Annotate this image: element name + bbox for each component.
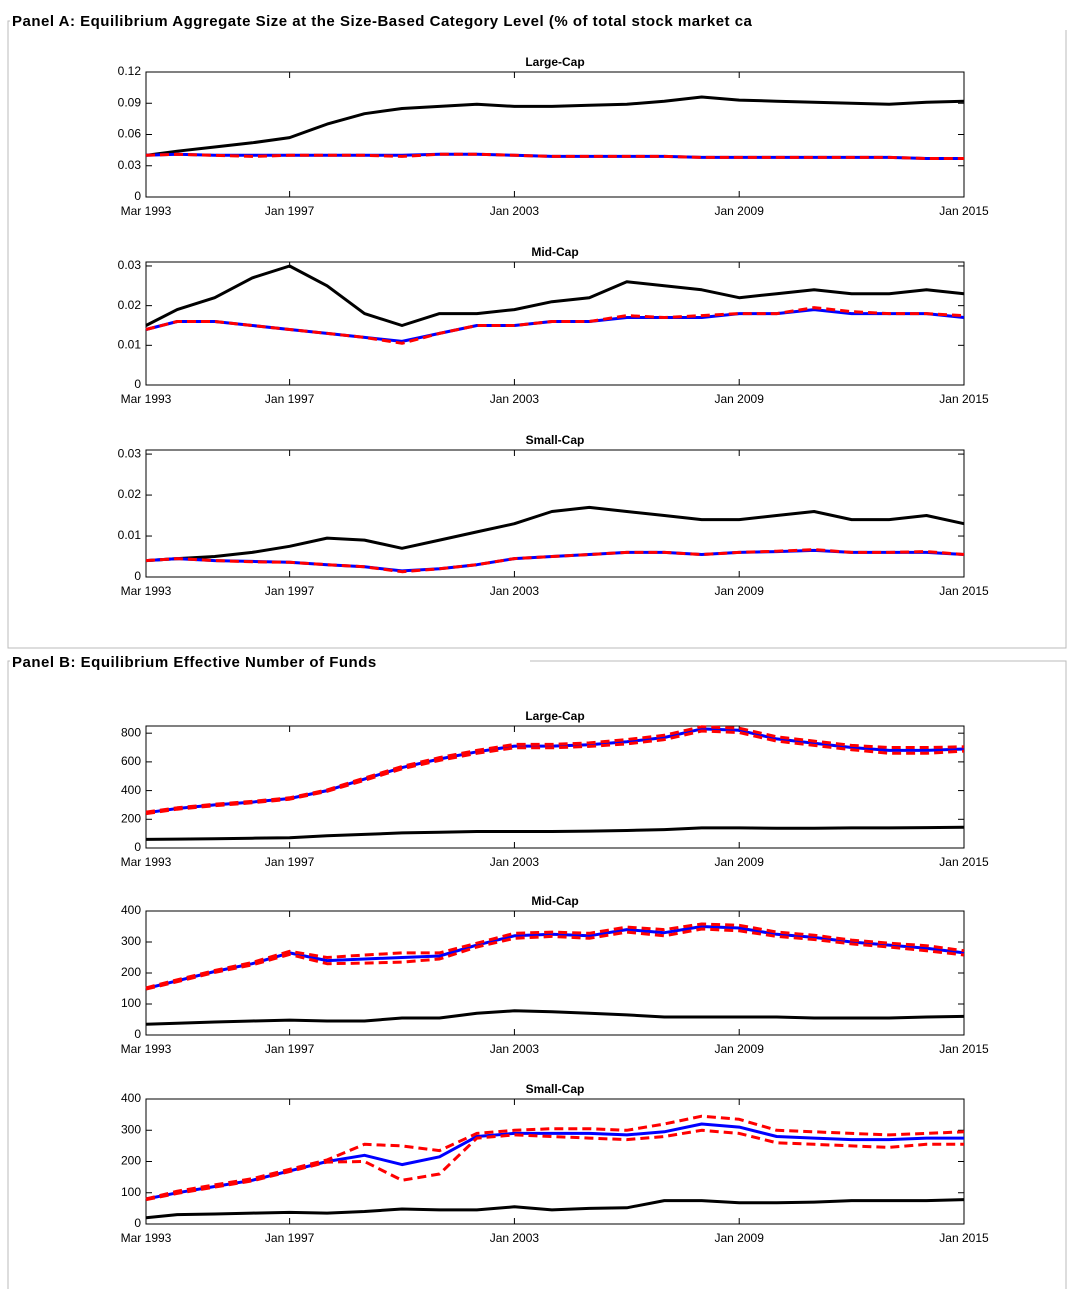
series-line bbox=[145, 825, 965, 841]
y-tick-label: 0.02 bbox=[118, 487, 142, 501]
y-tick-label: 600 bbox=[121, 754, 141, 768]
y-tick-label: 0 bbox=[134, 569, 141, 583]
series-line bbox=[145, 505, 965, 563]
x-tick-label: Mar 1993 bbox=[121, 204, 172, 218]
series-line bbox=[145, 306, 965, 345]
y-tick-label: 0.09 bbox=[118, 95, 142, 109]
series-line bbox=[145, 1009, 965, 1026]
x-tick-label: Jan 2009 bbox=[715, 855, 765, 869]
y-tick-label: 0 bbox=[134, 1027, 141, 1041]
series-line bbox=[145, 95, 965, 157]
x-tick-label: Jan 1997 bbox=[265, 855, 315, 869]
y-tick-label: 0 bbox=[134, 840, 141, 854]
x-tick-label: Mar 1993 bbox=[121, 584, 172, 598]
y-tick-label: 100 bbox=[121, 1185, 141, 1199]
y-tick-label: 0.01 bbox=[118, 528, 142, 542]
series-line bbox=[145, 264, 965, 327]
series-line bbox=[145, 1114, 965, 1201]
x-tick-label: Jan 2003 bbox=[490, 855, 540, 869]
y-tick-label: 400 bbox=[121, 783, 141, 797]
series-line bbox=[145, 729, 965, 816]
y-tick-label: 200 bbox=[121, 1154, 141, 1168]
plot-area bbox=[145, 261, 965, 386]
series-line bbox=[145, 548, 965, 574]
chart-title: Small-Cap bbox=[526, 1082, 585, 1096]
x-tick-label: Jan 1997 bbox=[265, 204, 315, 218]
panel-title-bg bbox=[10, 652, 530, 670]
y-tick-label: 0.03 bbox=[118, 258, 142, 272]
x-tick-label: Mar 1993 bbox=[121, 855, 172, 869]
series-line bbox=[145, 152, 964, 160]
y-tick-label: 200 bbox=[121, 811, 141, 825]
x-tick-label: Jan 2015 bbox=[939, 584, 989, 598]
y-tick-label: 0 bbox=[134, 189, 141, 203]
x-tick-label: Mar 1993 bbox=[121, 392, 172, 406]
chart-title: Large-Cap bbox=[525, 709, 584, 723]
y-tick-label: 100 bbox=[121, 996, 141, 1010]
series-line bbox=[145, 1198, 965, 1220]
x-tick-label: Jan 2009 bbox=[715, 392, 765, 406]
panel-title-bg bbox=[10, 12, 1070, 30]
x-tick-label: Jan 2015 bbox=[939, 1042, 989, 1056]
x-tick-label: Jan 2003 bbox=[490, 1231, 540, 1245]
y-tick-label: 400 bbox=[121, 1091, 141, 1105]
x-tick-label: Jan 1997 bbox=[265, 1231, 315, 1245]
series-line bbox=[145, 922, 965, 990]
x-tick-label: Jan 1997 bbox=[265, 584, 315, 598]
y-tick-label: 0.03 bbox=[118, 446, 142, 460]
x-tick-label: Jan 2015 bbox=[939, 204, 989, 218]
y-tick-label: 400 bbox=[121, 903, 141, 917]
panel-title: Panel A: Equilibrium Aggregate Size at t… bbox=[12, 13, 753, 30]
y-tick-label: 300 bbox=[121, 1122, 141, 1136]
chart-title: Large-Cap bbox=[525, 55, 584, 69]
x-tick-label: Jan 2003 bbox=[490, 1042, 540, 1056]
x-tick-label: Jan 2009 bbox=[715, 1231, 765, 1245]
series-line bbox=[145, 1128, 964, 1202]
y-tick-label: 0.12 bbox=[118, 64, 142, 78]
plot-area bbox=[145, 910, 965, 1036]
x-tick-label: Jan 2009 bbox=[715, 204, 765, 218]
plot-area bbox=[145, 71, 965, 198]
y-tick-label: 0.01 bbox=[118, 337, 142, 351]
x-tick-label: Jan 2015 bbox=[939, 392, 989, 406]
y-tick-label: 0 bbox=[134, 1216, 141, 1230]
chart-title: Small-Cap bbox=[526, 433, 585, 447]
y-tick-label: 300 bbox=[121, 934, 141, 948]
y-tick-label: 0 bbox=[134, 377, 141, 391]
panel-title: Panel B: Equilibrium Effective Number of… bbox=[12, 654, 377, 671]
x-tick-label: Jan 2003 bbox=[490, 584, 540, 598]
panel-frame bbox=[7, 660, 1067, 1289]
y-tick-label: 0.03 bbox=[118, 158, 142, 172]
y-tick-label: 0.02 bbox=[118, 298, 142, 312]
x-tick-label: Jan 1997 bbox=[265, 1042, 315, 1056]
series-line bbox=[145, 927, 965, 991]
x-tick-label: Jan 2003 bbox=[490, 392, 540, 406]
x-tick-label: Jan 2009 bbox=[715, 1042, 765, 1056]
x-tick-label: Mar 1993 bbox=[121, 1231, 172, 1245]
y-tick-label: 200 bbox=[121, 965, 141, 979]
x-tick-label: Jan 1997 bbox=[265, 392, 315, 406]
plot-area bbox=[145, 449, 965, 578]
chart-title: Mid-Cap bbox=[531, 894, 578, 908]
x-tick-label: Jan 2015 bbox=[939, 1231, 989, 1245]
chart-title: Mid-Cap bbox=[531, 245, 578, 259]
plot-area bbox=[145, 1098, 965, 1225]
x-tick-label: Jan 2009 bbox=[715, 584, 765, 598]
x-tick-label: Jan 2003 bbox=[490, 204, 540, 218]
y-tick-label: 800 bbox=[121, 725, 141, 739]
x-tick-label: Mar 1993 bbox=[121, 1042, 172, 1056]
x-tick-label: Jan 2015 bbox=[939, 855, 989, 869]
y-tick-label: 0.06 bbox=[118, 127, 142, 141]
